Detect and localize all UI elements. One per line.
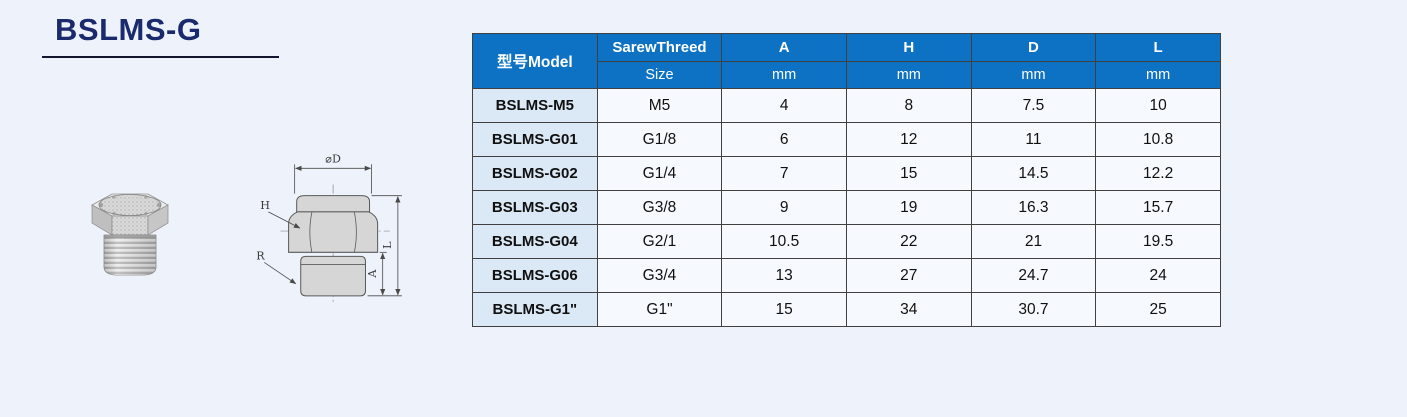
header-model: 型号Model bbox=[472, 33, 598, 89]
h-cell: 12 bbox=[845, 122, 972, 157]
l-cell: 12.2 bbox=[1095, 156, 1221, 191]
header-l-unit: mm bbox=[1095, 61, 1221, 89]
a-cell: 15 bbox=[721, 292, 847, 327]
a-cell: 7 bbox=[721, 156, 847, 191]
d-cell: 24.7 bbox=[970, 258, 1097, 293]
spec-table: 型号Model SarewThreed A H D L Size mm mm m… bbox=[472, 33, 1221, 327]
title-underline bbox=[42, 56, 279, 58]
header-h: H bbox=[845, 33, 972, 62]
size-cell: G1" bbox=[596, 292, 723, 327]
l-cell: 19.5 bbox=[1095, 224, 1221, 259]
model-cell: BSLMS-G02 bbox=[472, 156, 598, 191]
header-size: Size bbox=[596, 61, 723, 89]
header-a: A bbox=[721, 33, 847, 62]
photo-sinter-disc bbox=[98, 194, 162, 216]
l-cell: 10.8 bbox=[1095, 122, 1221, 157]
h-cell: 34 bbox=[845, 292, 972, 327]
header-screwthread: SarewThreed bbox=[596, 33, 723, 62]
a-cell: 9 bbox=[721, 190, 847, 225]
table-row: BSLMS-G06 G3/4 13 27 24.7 24 bbox=[472, 258, 1221, 293]
table-row: BSLMS-M5 M5 4 8 7.5 10 bbox=[472, 88, 1221, 123]
dim-label-a: A bbox=[366, 269, 379, 279]
h-cell: 22 bbox=[845, 224, 972, 259]
drawing-hex bbox=[288, 211, 379, 253]
model-cell: BSLMS-G06 bbox=[472, 258, 598, 293]
h-cell: 27 bbox=[845, 258, 972, 293]
header-d: D bbox=[970, 33, 1097, 62]
table-row: BSLMS-G04 G2/1 10.5 22 21 19.5 bbox=[472, 224, 1221, 259]
h-cell: 8 bbox=[845, 88, 972, 123]
size-cell: G3/4 bbox=[596, 258, 723, 293]
header-l: L bbox=[1095, 33, 1221, 62]
photo-hex-facet-front bbox=[111, 215, 149, 236]
photo-hex-facet-right bbox=[147, 204, 169, 236]
size-cell: G1/4 bbox=[596, 156, 723, 191]
page-title: BSLMS-G bbox=[55, 12, 202, 47]
product-photo bbox=[91, 193, 169, 276]
table-row: BSLMS-G1" G1" 15 34 30.7 25 bbox=[472, 292, 1221, 327]
header-d-unit: mm bbox=[970, 61, 1097, 89]
table-row: BSLMS-G03 G3/8 9 19 16.3 15.7 bbox=[472, 190, 1221, 225]
d-cell: 14.5 bbox=[970, 156, 1097, 191]
l-cell: 24 bbox=[1095, 258, 1221, 293]
model-cell: BSLMS-G04 bbox=[472, 224, 598, 259]
l-cell: 10 bbox=[1095, 88, 1221, 123]
model-cell: BSLMS-M5 bbox=[472, 88, 598, 123]
drawing-thread bbox=[300, 255, 366, 297]
l-cell: 15.7 bbox=[1095, 190, 1221, 225]
dim-label-l: L bbox=[381, 241, 394, 249]
dim-label-d: ⌀D bbox=[325, 152, 341, 165]
size-cell: G1/8 bbox=[596, 122, 723, 157]
a-cell: 13 bbox=[721, 258, 847, 293]
a-cell: 10.5 bbox=[721, 224, 847, 259]
d-cell: 7.5 bbox=[970, 88, 1097, 123]
d-cell: 21 bbox=[970, 224, 1097, 259]
h-cell: 15 bbox=[845, 156, 972, 191]
model-cell: BSLMS-G03 bbox=[472, 190, 598, 225]
size-cell: M5 bbox=[596, 88, 723, 123]
dim-label-r: R bbox=[256, 249, 265, 262]
model-cell: BSLMS-G01 bbox=[472, 122, 598, 157]
drawing-cap bbox=[296, 195, 371, 213]
model-cell: BSLMS-G1" bbox=[472, 292, 598, 327]
header-h-unit: mm bbox=[845, 61, 972, 89]
dim-label-h: H bbox=[260, 199, 270, 212]
d-cell: 16.3 bbox=[970, 190, 1097, 225]
a-cell: 6 bbox=[721, 122, 847, 157]
d-cell: 30.7 bbox=[970, 292, 1097, 327]
size-cell: G2/1 bbox=[596, 224, 723, 259]
l-cell: 25 bbox=[1095, 292, 1221, 327]
header-a-unit: mm bbox=[721, 61, 847, 89]
table-row: BSLMS-G02 G1/4 7 15 14.5 12.2 bbox=[472, 156, 1221, 191]
a-cell: 4 bbox=[721, 88, 847, 123]
h-cell: 19 bbox=[845, 190, 972, 225]
technical-drawing: ⌀D L A H R bbox=[256, 152, 402, 303]
size-cell: G3/8 bbox=[596, 190, 723, 225]
table-row: BSLMS-G01 G1/8 6 12 11 10.8 bbox=[472, 122, 1221, 157]
d-cell: 11 bbox=[970, 122, 1097, 157]
